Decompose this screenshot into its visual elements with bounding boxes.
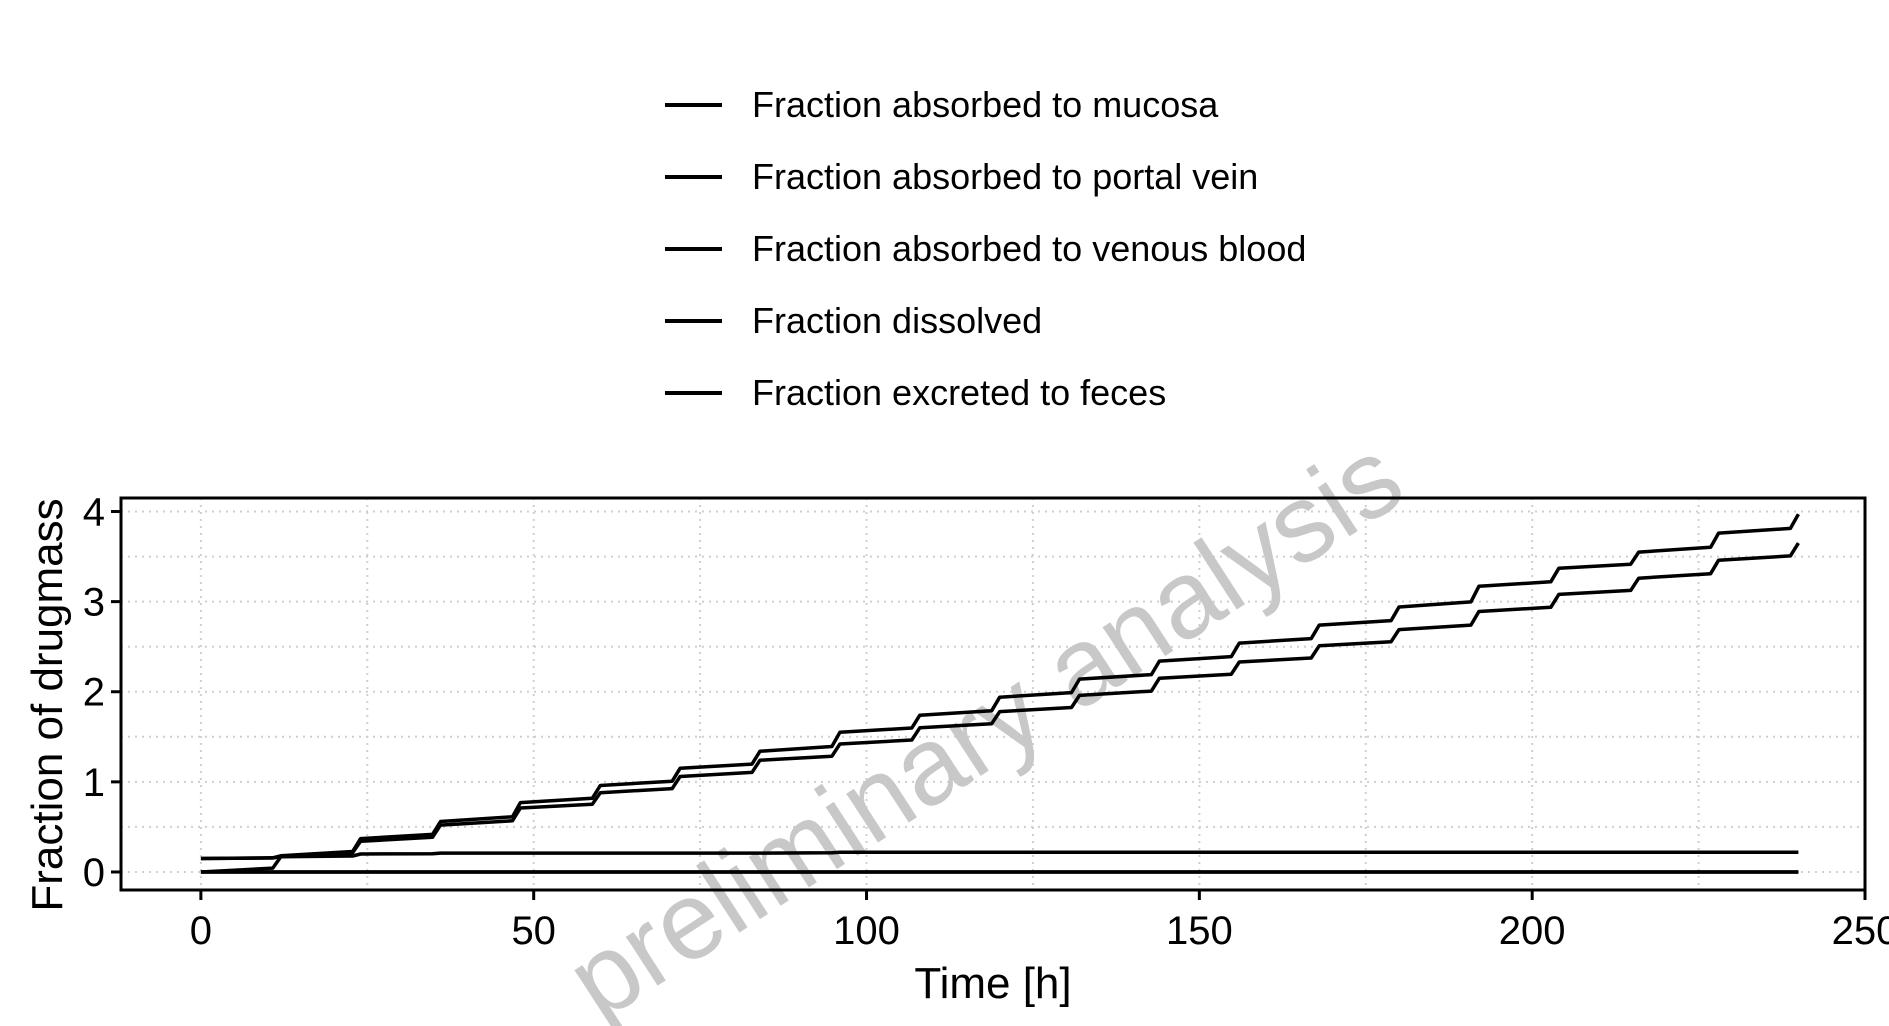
- x-axis-title: Time [h]: [914, 959, 1071, 1008]
- x-tick-label: 50: [511, 909, 556, 953]
- series-line: [200, 513, 1800, 861]
- series-line: [200, 850, 1799, 874]
- x-axis: 0 50 100 150 200 250: [190, 890, 1889, 953]
- legend: Fraction absorbed to mucosa Fraction abso…: [665, 84, 1306, 413]
- y-tick-label: 4: [83, 491, 105, 535]
- y-tick-label: 0: [83, 851, 105, 895]
- y-tick-label: 3: [83, 581, 105, 625]
- x-tick-label: 0: [190, 909, 212, 953]
- y-tick-label: 1: [83, 761, 105, 805]
- legend-label: Fraction absorbed to portal vein: [752, 156, 1258, 197]
- x-tick-label: 250: [1832, 909, 1889, 953]
- legend-label: Fraction excreted to feces: [752, 372, 1166, 413]
- y-axis: 0 1 2 3 4: [83, 491, 121, 895]
- plot-frame: [119, 496, 1867, 892]
- legend-label: Fraction absorbed to venous blood: [752, 228, 1306, 269]
- series-line: [200, 542, 1800, 861]
- x-tick-label: 200: [1499, 909, 1566, 953]
- y-axis-title: Fraction of drugmass: [23, 498, 72, 911]
- watermark-text: preliminary analysis: [546, 414, 1423, 1026]
- y-tick-label: 2: [83, 671, 105, 715]
- legend-label: Fraction dissolved: [752, 300, 1042, 341]
- x-tick-label: 150: [1166, 909, 1233, 953]
- series-lines: [200, 513, 1800, 874]
- legend-label: Fraction absorbed to mucosa: [752, 84, 1219, 125]
- x-tick-label: 100: [833, 909, 900, 953]
